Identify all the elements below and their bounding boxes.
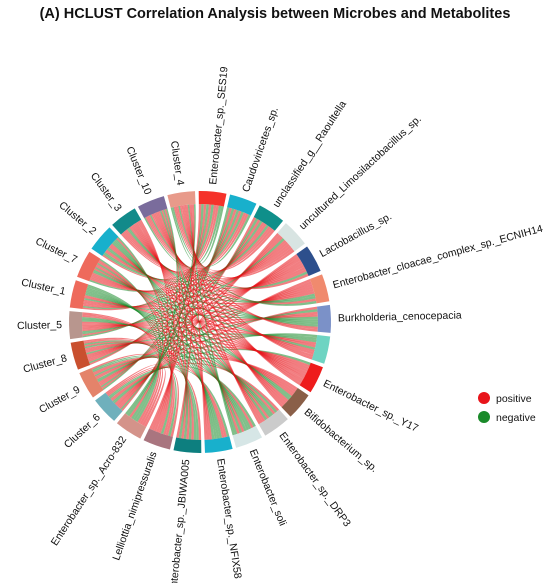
segment-label-22: Cluster_2 bbox=[56, 199, 98, 237]
correlation-ribbon bbox=[97, 261, 190, 440]
segment-arc-22 bbox=[91, 227, 119, 256]
correlation-ribbon bbox=[125, 204, 196, 415]
segment-arc-18 bbox=[70, 340, 91, 370]
segment-arc-17 bbox=[79, 368, 104, 398]
segment-label-8: Enterobacter_sp._Y17 bbox=[321, 378, 420, 435]
correlation-ribbon bbox=[170, 205, 224, 265]
correlation-ribbon bbox=[98, 260, 172, 434]
correlation-ribbon bbox=[123, 226, 271, 277]
segment-label-11: Enterobacter_soli bbox=[247, 447, 289, 527]
legend-negative-dot bbox=[478, 411, 490, 423]
segment-label-3: uncultured_Limosilactobacillus_sp. bbox=[297, 113, 424, 232]
ribbon-layer bbox=[82, 204, 319, 441]
segment-arc-24 bbox=[137, 196, 168, 219]
correlation-ribbon bbox=[176, 206, 309, 290]
segment-label-0: Enterobacter_sp._SES19 bbox=[207, 66, 230, 185]
segment-label-12: Enterobacter_sp._NFIX58 bbox=[214, 458, 243, 580]
correlation-ribbon bbox=[189, 204, 208, 440]
segment-arc-12 bbox=[204, 436, 233, 453]
segment-label-4: Lactobacillus_sp. bbox=[318, 210, 394, 260]
segment-arc-15 bbox=[116, 413, 147, 439]
segment-label-18: Cluster_8 bbox=[22, 352, 69, 375]
correlation-ribbon bbox=[99, 256, 300, 385]
correlation-ribbon bbox=[145, 213, 249, 269]
segment-arc-4 bbox=[296, 246, 321, 276]
legend: positive negative bbox=[478, 392, 536, 424]
legend-negative-label: negative bbox=[496, 412, 536, 424]
segment-label-25: Cluster_4 bbox=[168, 140, 186, 186]
segment-label-17: Cluster_9 bbox=[37, 384, 82, 416]
segment-arc-19 bbox=[69, 311, 84, 340]
segment-label-24: Cluster_10 bbox=[123, 145, 153, 197]
segment-label-19: Cluster_5 bbox=[17, 319, 62, 332]
segment-label-14: Lelliottia_nimipressuralis bbox=[110, 450, 159, 562]
segment-arc-13 bbox=[173, 437, 202, 453]
segment-label-23: Cluster_3 bbox=[88, 170, 124, 214]
segment-arc-0 bbox=[198, 191, 227, 207]
segment-arc-7 bbox=[311, 335, 331, 364]
segment-arc-layer bbox=[69, 191, 331, 453]
segment-arc-20 bbox=[69, 280, 89, 309]
segment-label-9: Bifidobacterium_sp. bbox=[302, 406, 380, 475]
correlation-ribbon bbox=[82, 314, 318, 328]
figure-title: (A) HCLUST Correlation Analysis between … bbox=[39, 6, 511, 22]
correlation-ribbon bbox=[173, 206, 275, 272]
segment-arc-5 bbox=[309, 274, 330, 304]
segment-label-20: Cluster_1 bbox=[20, 276, 67, 297]
segment-label-13: Enterobacter_sp._JBIWA005 bbox=[167, 459, 192, 583]
segment-arc-21 bbox=[77, 251, 101, 282]
segment-label-15: Enterobacter_sp._Acro-832 bbox=[49, 434, 130, 548]
segment-label-16: Cluster_6 bbox=[62, 411, 103, 450]
segment-arc-3 bbox=[277, 223, 305, 252]
segment-arc-25 bbox=[167, 191, 196, 208]
segment-arc-2 bbox=[253, 205, 284, 231]
segment-label-1: Caudoviricetes_sp. bbox=[240, 106, 281, 194]
segment-arc-1 bbox=[227, 194, 257, 216]
correlation-ribbon bbox=[110, 362, 280, 412]
segment-arc-16 bbox=[95, 392, 123, 421]
legend-positive-label: positive bbox=[496, 393, 532, 405]
legend-positive-dot bbox=[478, 392, 490, 404]
segment-arc-23 bbox=[112, 208, 142, 235]
segment-label-6: Burkholderia_cenocepacia bbox=[338, 309, 462, 324]
segment-arc-11 bbox=[232, 425, 263, 448]
correlation-ribbon bbox=[176, 204, 195, 439]
segment-arc-14 bbox=[143, 428, 173, 450]
segment-arc-6 bbox=[316, 304, 331, 333]
correlation-ribbon bbox=[87, 283, 313, 358]
segment-arc-10 bbox=[258, 409, 288, 436]
segment-arc-9 bbox=[281, 388, 309, 417]
segment-arc-8 bbox=[299, 362, 323, 393]
segment-label-21: Cluster_7 bbox=[33, 235, 79, 266]
